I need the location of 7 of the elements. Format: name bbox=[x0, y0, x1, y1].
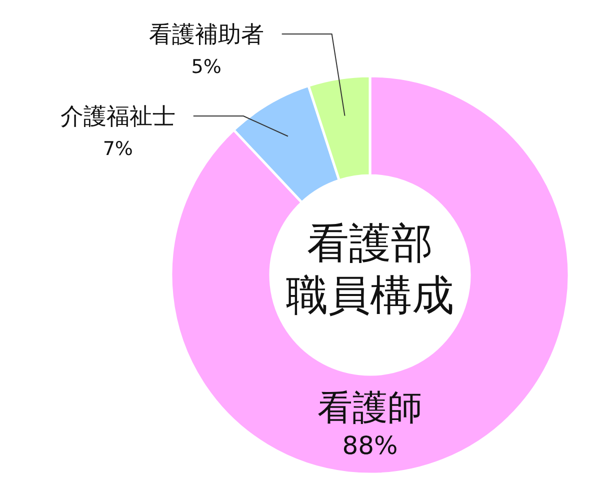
slice-label: 看護補助者 bbox=[148, 22, 264, 48]
data-label: 7% bbox=[102, 138, 133, 160]
data-label: 5% bbox=[191, 56, 222, 78]
text: 看護部職員構成 bbox=[286, 218, 454, 320]
data-label: 88% bbox=[342, 430, 398, 460]
slice-label: 介護福祉士 bbox=[60, 104, 176, 130]
slice-label: 看護師 bbox=[318, 388, 422, 428]
